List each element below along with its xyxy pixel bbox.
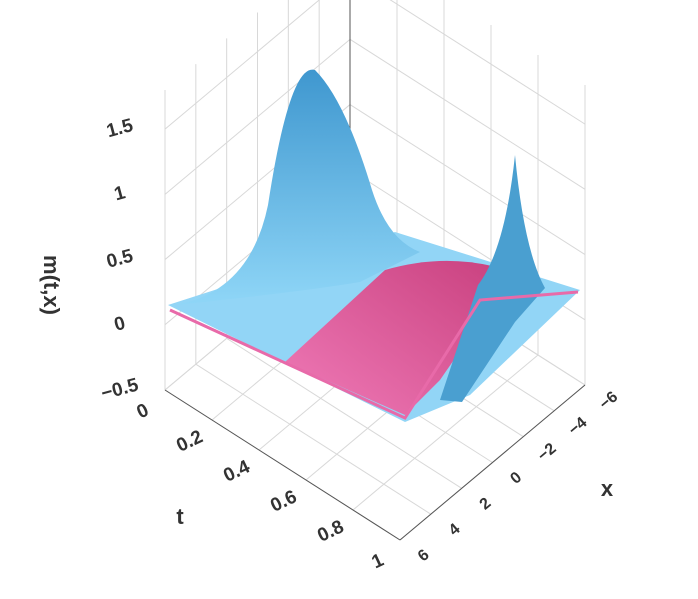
grid-line bbox=[349, 104, 586, 255]
x-axis-label: x bbox=[601, 476, 614, 501]
axis-edge bbox=[399, 384, 586, 541]
x-tick-label: −2 bbox=[535, 440, 560, 465]
x-tick-label: 6 bbox=[415, 546, 433, 565]
surface-edge bbox=[169, 290, 579, 420]
x-tick-label: 0 bbox=[507, 469, 525, 488]
y-tick-label: 0.4 bbox=[220, 456, 253, 486]
y-tick-label: 0.8 bbox=[314, 516, 347, 546]
grid-line bbox=[226, 337, 462, 489]
t-axis-label: t bbox=[176, 504, 184, 529]
x-tick-label: −6 bbox=[596, 388, 621, 413]
surface-sheet bbox=[285, 260, 502, 415]
z-tick-label: 0 bbox=[112, 313, 128, 336]
grid-line bbox=[389, 0, 586, 125]
y-tick-label: 0.6 bbox=[267, 486, 300, 516]
grid-line bbox=[164, 0, 320, 130]
z-tick-label: −0.5 bbox=[99, 374, 141, 404]
z-tick-label: 1 bbox=[112, 182, 128, 205]
x-tick-label: −4 bbox=[566, 414, 591, 439]
surface-peak bbox=[175, 69, 420, 305]
z-axis-label: m(t,x) bbox=[39, 255, 64, 315]
axis-edge bbox=[164, 389, 401, 541]
surface-spike bbox=[440, 155, 545, 402]
grid-line bbox=[164, 38, 351, 195]
y-tick-label: 0 bbox=[134, 400, 152, 424]
y-tick-label: 1 bbox=[369, 550, 388, 574]
y-tick-label: 0.2 bbox=[173, 426, 206, 456]
x-tick-label: 2 bbox=[477, 495, 495, 514]
x-tick-label: 4 bbox=[446, 521, 464, 540]
z-tick-label: 0.5 bbox=[104, 245, 135, 272]
grid-line bbox=[349, 38, 586, 190]
grid-line bbox=[195, 363, 432, 515]
surface bbox=[168, 69, 580, 422]
z-tick-label: 1.5 bbox=[104, 115, 135, 142]
